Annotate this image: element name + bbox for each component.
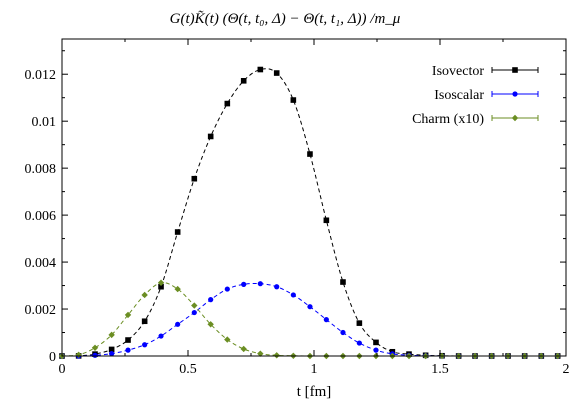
data-point bbox=[512, 91, 518, 97]
y-tick-label: 0.012 bbox=[25, 68, 57, 83]
data-point bbox=[207, 133, 214, 140]
data-point bbox=[125, 337, 131, 343]
y-tick-label: 0.002 bbox=[25, 303, 57, 318]
data-point bbox=[323, 317, 329, 323]
data-point bbox=[240, 345, 247, 353]
y-tick-label: 0 bbox=[49, 350, 56, 365]
data-point bbox=[191, 309, 197, 316]
legend-label: Isoscalar bbox=[434, 88, 484, 103]
x-tick-label: 1.5 bbox=[431, 362, 449, 377]
x-tick-label: 2 bbox=[563, 362, 570, 377]
data-point bbox=[224, 100, 231, 107]
data-point bbox=[92, 352, 98, 358]
data-point bbox=[273, 352, 280, 359]
data-point bbox=[124, 311, 132, 319]
data-point bbox=[191, 175, 198, 182]
axes-layer: 0 0.5 1 1.5 2 0 0.002 0.004 0.006 0.008 0.01 0.012 bbox=[25, 38, 570, 377]
data-point bbox=[224, 286, 230, 292]
legend-entry: Charm (x10) bbox=[412, 112, 539, 127]
y-tick-label: 0.006 bbox=[25, 209, 57, 224]
data-point bbox=[240, 77, 247, 84]
data-point bbox=[224, 336, 231, 343]
data-point bbox=[257, 66, 264, 73]
legend: Isovector Isoscalar Charm (x10) bbox=[412, 64, 539, 127]
x-axis-label: t [fm] bbox=[297, 384, 332, 400]
chart-title: G(t)K̃(t) (Θ(t, t₀, Δ) − Θ(t, t₁, Δ)) /m… bbox=[170, 11, 401, 27]
data-point bbox=[356, 340, 362, 346]
data-point bbox=[273, 70, 280, 76]
data-point bbox=[207, 321, 214, 328]
data-point bbox=[141, 291, 148, 299]
data-point bbox=[373, 339, 379, 346]
data-point bbox=[257, 350, 264, 357]
data-point bbox=[307, 304, 313, 310]
series-isovector bbox=[59, 66, 561, 359]
data-point bbox=[323, 217, 330, 224]
y-tick-label: 0.01 bbox=[32, 115, 57, 130]
y-tick-label: 0.008 bbox=[25, 162, 57, 177]
data-point bbox=[340, 279, 346, 285]
data-point bbox=[356, 320, 363, 326]
data-point bbox=[142, 342, 148, 348]
data-point bbox=[108, 331, 115, 339]
data-point bbox=[208, 297, 214, 303]
data-point bbox=[511, 114, 519, 122]
y-tick-label: 0.004 bbox=[25, 256, 57, 271]
legend-label: Isovector bbox=[432, 64, 484, 79]
data-point bbox=[290, 292, 296, 298]
data-point bbox=[157, 279, 165, 286]
data-point bbox=[257, 281, 263, 287]
x-tick-label: 1 bbox=[311, 362, 318, 377]
data-point bbox=[91, 344, 99, 351]
plot-frame bbox=[61, 38, 567, 357]
data-point bbox=[158, 283, 164, 290]
legend-entry: Isoscalar bbox=[434, 88, 539, 103]
x-tick-label: 0.5 bbox=[179, 362, 197, 377]
data-point bbox=[512, 67, 518, 73]
data-point bbox=[174, 285, 181, 293]
series-charm-x10- bbox=[58, 279, 561, 360]
data-point bbox=[174, 229, 181, 235]
data-point bbox=[175, 321, 181, 327]
x-tick-label: 0 bbox=[59, 362, 66, 377]
data-point bbox=[274, 284, 280, 290]
data-point bbox=[307, 151, 313, 157]
data-point bbox=[191, 302, 198, 309]
data-point bbox=[340, 329, 346, 336]
data-point bbox=[290, 97, 297, 103]
data-point bbox=[158, 333, 164, 339]
data-point bbox=[373, 347, 379, 353]
data-point bbox=[241, 281, 247, 287]
legend-label: Charm (x10) bbox=[412, 112, 484, 127]
legend-entry: Isovector bbox=[432, 64, 539, 79]
data-point bbox=[109, 351, 115, 357]
data-point bbox=[125, 347, 131, 353]
data-point bbox=[141, 318, 148, 325]
series-isoscalar bbox=[59, 281, 561, 359]
data-point bbox=[108, 346, 115, 353]
series-layer bbox=[58, 66, 561, 360]
series-line bbox=[62, 282, 558, 357]
series-line bbox=[61, 282, 558, 357]
